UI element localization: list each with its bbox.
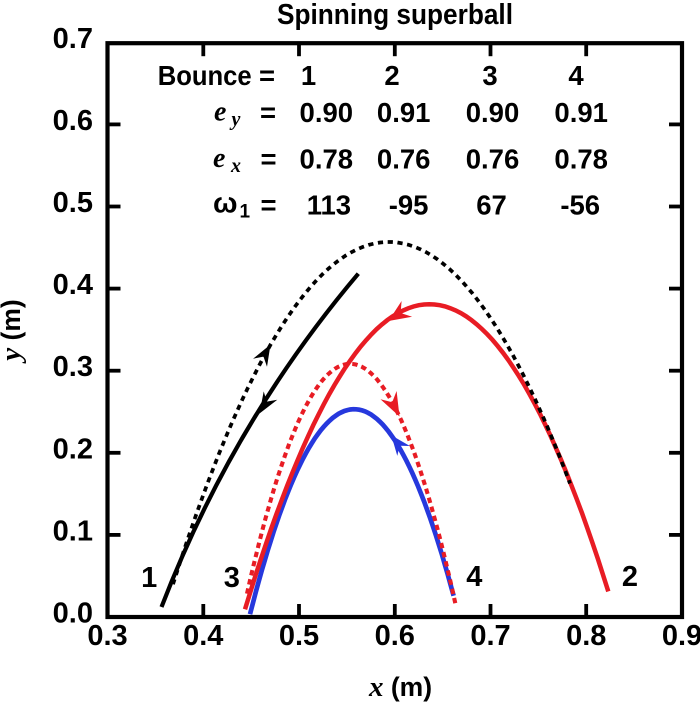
svg-text:0.3: 0.3 bbox=[53, 351, 93, 383]
svg-text:0.7: 0.7 bbox=[53, 23, 93, 55]
svg-text:1: 1 bbox=[240, 202, 251, 223]
svg-text:4: 4 bbox=[466, 561, 482, 593]
svg-text:0.90: 0.90 bbox=[466, 97, 520, 128]
svg-text:Spinning superball: Spinning superball bbox=[277, 0, 513, 31]
svg-text:0.4: 0.4 bbox=[183, 620, 223, 652]
svg-text:0.78: 0.78 bbox=[300, 144, 354, 175]
svg-text:y (m): y (m) bbox=[0, 299, 27, 363]
svg-text:e: e bbox=[214, 97, 226, 128]
svg-text:-95: -95 bbox=[389, 190, 429, 221]
svg-text:=: = bbox=[260, 190, 276, 221]
svg-text:0.1: 0.1 bbox=[53, 515, 93, 547]
svg-text:=: = bbox=[259, 60, 275, 91]
svg-text:0.6: 0.6 bbox=[53, 105, 93, 137]
svg-text:0.5: 0.5 bbox=[53, 187, 93, 219]
svg-text:0.8: 0.8 bbox=[566, 620, 606, 652]
svg-text:3: 3 bbox=[482, 60, 497, 91]
svg-text:ω: ω bbox=[213, 188, 238, 220]
svg-text:0.4: 0.4 bbox=[53, 269, 93, 301]
svg-text:0.78: 0.78 bbox=[554, 144, 608, 175]
svg-text:0.6: 0.6 bbox=[375, 620, 415, 652]
svg-text:1: 1 bbox=[141, 562, 157, 594]
svg-text:y: y bbox=[230, 109, 241, 131]
svg-text:0.91: 0.91 bbox=[377, 97, 431, 128]
svg-text:3: 3 bbox=[224, 562, 240, 594]
svg-text:x: x bbox=[230, 155, 241, 177]
svg-text:2: 2 bbox=[384, 60, 399, 91]
svg-text:0.3: 0.3 bbox=[87, 620, 127, 652]
svg-text:Bounce: Bounce bbox=[158, 60, 252, 91]
svg-text:67: 67 bbox=[476, 190, 507, 221]
svg-text:e: e bbox=[213, 143, 225, 174]
svg-text:0.91: 0.91 bbox=[554, 97, 608, 128]
svg-text:0.90: 0.90 bbox=[300, 97, 354, 128]
svg-text:=: = bbox=[260, 97, 276, 128]
svg-text:0.2: 0.2 bbox=[53, 433, 93, 465]
svg-text:0.76: 0.76 bbox=[466, 144, 520, 175]
svg-text:0.0: 0.0 bbox=[53, 598, 93, 630]
svg-text:1: 1 bbox=[301, 60, 316, 91]
svg-text:2: 2 bbox=[622, 561, 638, 593]
svg-text:4: 4 bbox=[568, 60, 584, 91]
svg-text:0.7: 0.7 bbox=[470, 620, 510, 652]
svg-text:x (m): x (m) bbox=[368, 671, 432, 703]
svg-text:113: 113 bbox=[307, 190, 351, 221]
svg-text:0.5: 0.5 bbox=[279, 620, 319, 652]
svg-text:0.76: 0.76 bbox=[377, 144, 431, 175]
svg-text:=: = bbox=[260, 144, 276, 175]
svg-text:0.9: 0.9 bbox=[662, 620, 700, 652]
svg-text:-56: -56 bbox=[560, 190, 600, 221]
